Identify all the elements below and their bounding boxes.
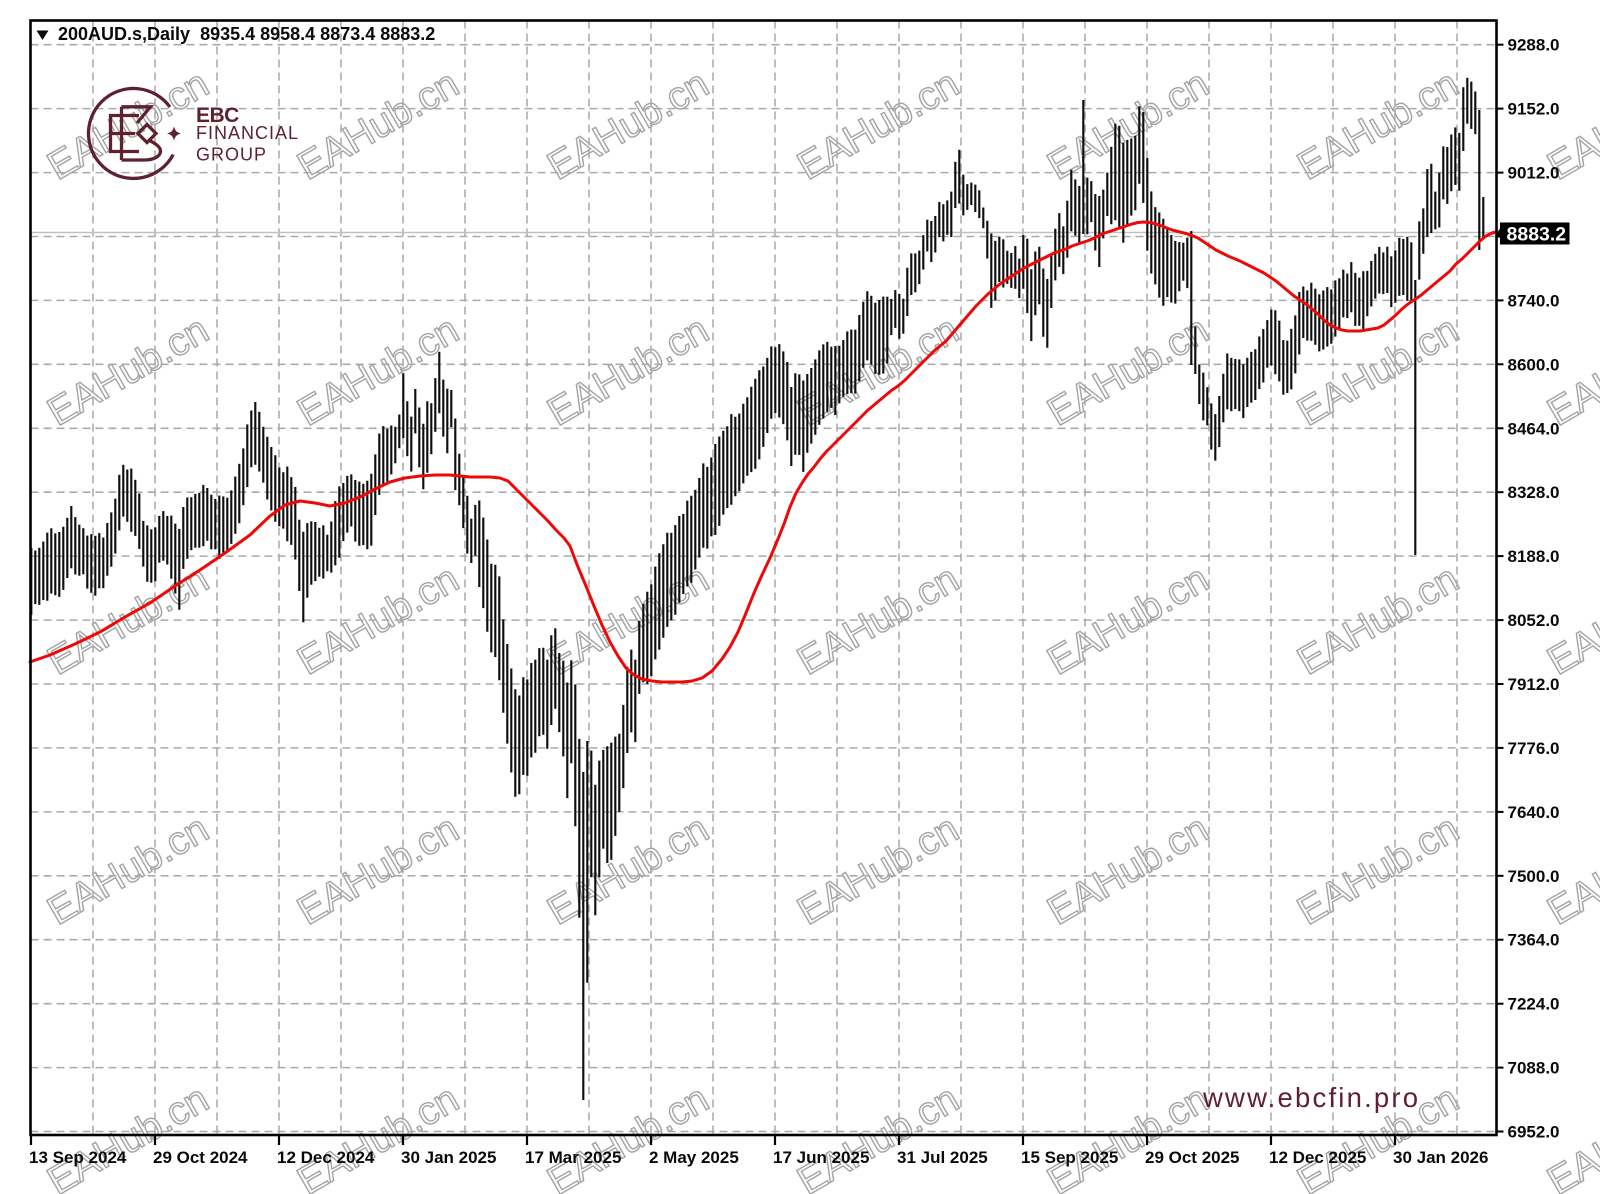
svg-text:GROUP: GROUP — [196, 144, 267, 164]
svg-text:8740.0: 8740.0 — [1508, 291, 1560, 310]
svg-text:7776.0: 7776.0 — [1508, 739, 1560, 758]
svg-text:2 May 2025: 2 May 2025 — [649, 1148, 739, 1167]
svg-text:8600.0: 8600.0 — [1508, 355, 1560, 374]
svg-text:17 Jun 2025: 17 Jun 2025 — [773, 1148, 869, 1167]
svg-text:8464.0: 8464.0 — [1508, 419, 1560, 438]
svg-text:8883.2: 8883.2 — [1507, 224, 1567, 246]
svg-text:17 Mar 2025: 17 Mar 2025 — [525, 1148, 621, 1167]
svg-text:31 Jul 2025: 31 Jul 2025 — [897, 1148, 988, 1167]
svg-text:29 Oct 2025: 29 Oct 2025 — [1145, 1148, 1240, 1167]
svg-text:8328.0: 8328.0 — [1508, 483, 1560, 502]
svg-text:www.ebcfin.pro: www.ebcfin.pro — [1202, 1082, 1420, 1113]
svg-text:30 Jan 2025: 30 Jan 2025 — [401, 1148, 496, 1167]
svg-text:200AUD.s,Daily 8935.4 8958.4: 200AUD.s,Daily 8935.4 8958.4 8873.4 8883… — [58, 24, 435, 44]
svg-text:30 Jan 2026: 30 Jan 2026 — [1393, 1148, 1488, 1167]
svg-text:9012.0: 9012.0 — [1508, 164, 1560, 183]
svg-text:29 Oct 2024: 29 Oct 2024 — [153, 1148, 248, 1167]
svg-text:12 Dec 2024: 12 Dec 2024 — [277, 1148, 375, 1167]
svg-text:7640.0: 7640.0 — [1508, 803, 1560, 822]
svg-text:7088.0: 7088.0 — [1508, 1059, 1560, 1078]
svg-text:7224.0: 7224.0 — [1508, 995, 1560, 1014]
svg-text:8052.0: 8052.0 — [1508, 611, 1560, 630]
svg-text:13 Sep 2024: 13 Sep 2024 — [29, 1148, 127, 1167]
svg-text:9152.0: 9152.0 — [1508, 100, 1560, 119]
svg-text:FINANCIAL: FINANCIAL — [196, 123, 299, 143]
svg-text:9288.0: 9288.0 — [1508, 36, 1560, 55]
svg-text:EBC: EBC — [196, 104, 239, 127]
svg-text:7912.0: 7912.0 — [1508, 675, 1560, 694]
svg-text:7500.0: 7500.0 — [1508, 867, 1560, 886]
svg-text:7364.0: 7364.0 — [1508, 931, 1560, 950]
svg-text:12 Dec 2025: 12 Dec 2025 — [1269, 1148, 1366, 1167]
svg-text:6952.0: 6952.0 — [1508, 1123, 1560, 1142]
svg-text:15 Sep 2025: 15 Sep 2025 — [1021, 1148, 1118, 1167]
svg-text:8188.0: 8188.0 — [1508, 547, 1560, 566]
